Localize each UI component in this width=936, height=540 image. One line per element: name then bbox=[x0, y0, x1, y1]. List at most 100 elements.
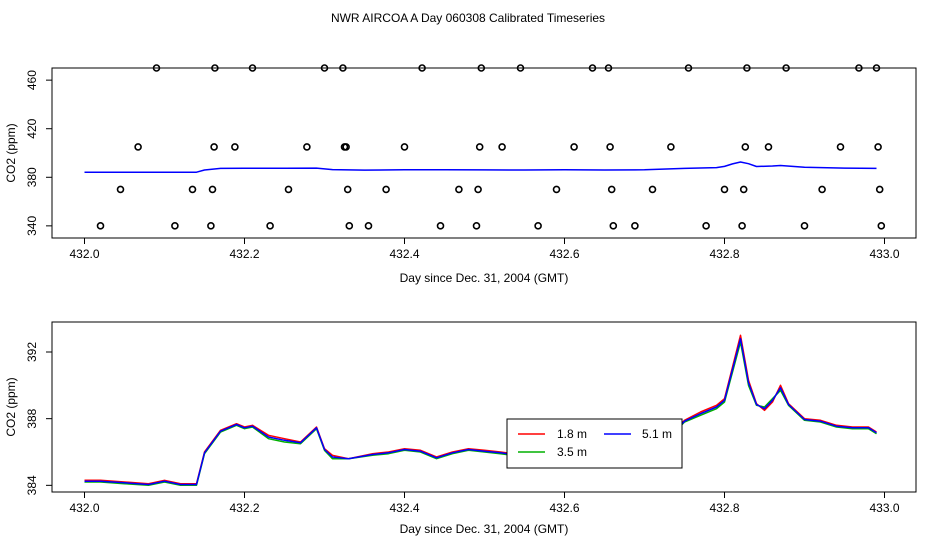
top-y-tick-label: 380 bbox=[25, 167, 39, 187]
top-data-point bbox=[382, 185, 390, 194]
top-data-point bbox=[667, 143, 675, 151]
top-data-point bbox=[474, 185, 482, 194]
bottom-x-axis-label: Day since Dec. 31, 2004 (GMT) bbox=[400, 522, 569, 536]
top-y-tick-label: 420 bbox=[25, 118, 39, 138]
top-data-point bbox=[609, 222, 618, 230]
bottom-y-tick-label: 388 bbox=[25, 408, 39, 428]
top-x-tick-label: 432.0 bbox=[69, 247, 99, 261]
top-data-point bbox=[400, 143, 409, 151]
top-data-point bbox=[552, 185, 561, 194]
top-data-point bbox=[875, 185, 884, 194]
top-data-point bbox=[800, 222, 809, 230]
top-data-point bbox=[739, 185, 748, 194]
top-data-point bbox=[96, 222, 105, 230]
top-data-point bbox=[631, 222, 639, 230]
top-data-point bbox=[764, 143, 773, 151]
bottom-y-tick-label: 384 bbox=[25, 475, 39, 495]
legend-box bbox=[506, 418, 683, 469]
bottom-y-axis-label: CO2 (ppm) bbox=[4, 377, 18, 436]
top-data-point bbox=[516, 64, 525, 72]
bottom-x-tick-label: 432.8 bbox=[709, 501, 739, 515]
bottom-series-line-2 bbox=[84, 337, 877, 486]
top-x-tick-label: 432.2 bbox=[229, 247, 259, 261]
top-x-axis-label: Day since Dec. 31, 2004 (GMT) bbox=[400, 271, 569, 285]
top-data-point bbox=[738, 222, 746, 230]
legend: 1.8 m 3.5 m 5.1 m bbox=[506, 418, 683, 469]
legend-label-1-8m: 1.8 m bbox=[557, 427, 587, 441]
top-x-tick-label: 432.8 bbox=[709, 247, 739, 261]
legend-label-3-5m: 3.5 m bbox=[557, 445, 587, 459]
top-data-point bbox=[743, 64, 751, 72]
top-data-point bbox=[741, 143, 750, 151]
bottom-series-line-1 bbox=[84, 341, 877, 487]
top-data-point bbox=[720, 185, 729, 194]
bottom-x-tick-label: 432.6 bbox=[549, 501, 579, 515]
top-data-point bbox=[171, 222, 179, 230]
top-data-point bbox=[188, 185, 197, 194]
top-data-point bbox=[606, 143, 614, 151]
top-data-point bbox=[782, 64, 790, 72]
top-data-point bbox=[874, 143, 882, 151]
bottom-x-tick-label: 432.2 bbox=[229, 501, 259, 515]
top-data-point bbox=[266, 222, 274, 230]
top-plot-frame bbox=[51, 67, 917, 239]
top-data-point bbox=[855, 64, 863, 72]
top-data-point bbox=[134, 143, 142, 151]
top-data-point bbox=[534, 222, 542, 230]
bottom-data bbox=[84, 334, 877, 487]
top-x-tick-label: 432.4 bbox=[389, 247, 419, 261]
bottom-series-line-0 bbox=[84, 334, 877, 485]
top-data-point bbox=[231, 143, 239, 151]
top-data-point bbox=[570, 143, 578, 151]
top-data-point bbox=[343, 185, 352, 194]
top-data-point bbox=[342, 143, 350, 151]
top-data-point bbox=[684, 64, 693, 72]
top-data-point bbox=[248, 64, 257, 72]
bottom-x-tick-label: 433.0 bbox=[869, 501, 899, 515]
top-x-axis: 432.0 432.2 432.4 432.6 432.8 433.0 bbox=[69, 238, 900, 261]
top-y-axis: 340 380 420 460 bbox=[25, 70, 52, 236]
top-data-point bbox=[152, 64, 161, 72]
top-data-point bbox=[320, 64, 329, 72]
top-data-point bbox=[472, 222, 481, 230]
top-data-point bbox=[836, 143, 845, 151]
top-data-point bbox=[588, 64, 597, 72]
top-data-point bbox=[303, 143, 311, 151]
top-data-point bbox=[364, 222, 373, 230]
top-data-point bbox=[339, 64, 347, 72]
top-data bbox=[84, 64, 886, 230]
bottom-plot-frame bbox=[51, 321, 917, 493]
bottom-panel: 432.0 432.2 432.4 432.6 432.8 433.0 384 388 392… bbox=[4, 321, 917, 536]
top-y-tick-label: 340 bbox=[25, 216, 39, 236]
top-y-axis-label: CO2 (ppm) bbox=[4, 123, 18, 182]
top-data-point bbox=[436, 222, 445, 230]
top-x-tick-label: 433.0 bbox=[869, 247, 899, 261]
top-data-point bbox=[475, 143, 484, 151]
top-data-point bbox=[116, 185, 125, 194]
top-data-point bbox=[207, 222, 215, 230]
top-series-line-1 bbox=[84, 161, 877, 173]
top-data-point bbox=[607, 185, 616, 194]
top-data-point bbox=[455, 185, 463, 194]
top-data-point bbox=[211, 64, 219, 72]
figure-title: NWR AIRCOA A Day 060308 Calibrated Times… bbox=[331, 11, 605, 25]
top-x-tick-label: 432.6 bbox=[549, 247, 579, 261]
top-data-point bbox=[477, 64, 486, 72]
top-data-point bbox=[210, 143, 218, 151]
top-data-point bbox=[498, 143, 506, 151]
top-y-tick-label: 460 bbox=[25, 70, 39, 90]
top-data-point bbox=[702, 222, 710, 230]
bottom-y-axis: 384 388 392 bbox=[25, 342, 52, 495]
bottom-y-tick-label: 392 bbox=[25, 342, 39, 362]
top-data-point bbox=[284, 185, 293, 194]
top-data-point bbox=[345, 222, 354, 230]
top-data-point bbox=[604, 64, 613, 72]
bottom-x-axis: 432.0 432.2 432.4 432.6 432.8 433.0 bbox=[69, 492, 900, 515]
bottom-x-tick-label: 432.4 bbox=[389, 501, 419, 515]
top-data-point bbox=[818, 185, 826, 194]
top-data-point bbox=[872, 64, 881, 72]
bottom-x-tick-label: 432.0 bbox=[69, 501, 99, 515]
top-data-point bbox=[648, 185, 657, 194]
top-panel: 432.0 432.2 432.4 432.6 432.8 433.0 340 380 420… bbox=[4, 64, 917, 285]
